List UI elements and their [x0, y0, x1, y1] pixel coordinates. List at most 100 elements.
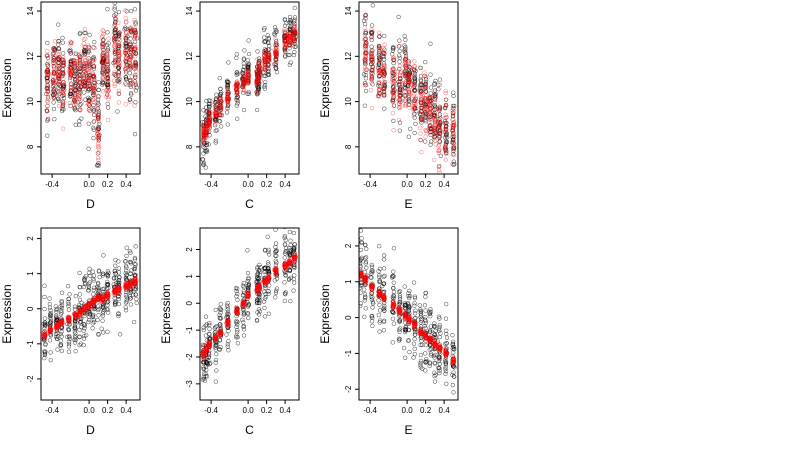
observed-point — [413, 121, 418, 127]
fitted-point — [256, 61, 261, 66]
fitted-point — [207, 109, 212, 114]
fitted-point — [116, 32, 121, 37]
observed-point — [73, 122, 78, 127]
observed-point — [359, 260, 363, 266]
fitted-point — [129, 74, 134, 79]
observed-point — [397, 327, 402, 332]
observed-point — [207, 336, 212, 341]
fitted-point — [200, 138, 205, 143]
fitted-point — [115, 290, 121, 296]
fitted-point — [132, 47, 137, 52]
fitted-point — [291, 43, 296, 48]
fitted-point — [73, 69, 78, 75]
observed-point — [246, 51, 252, 57]
observed-point — [86, 284, 91, 289]
observed-point — [428, 91, 433, 96]
fitted-point — [423, 88, 428, 94]
observed-point — [105, 58, 110, 63]
observed-point — [105, 30, 110, 35]
fitted-point — [116, 50, 121, 56]
fitted-point — [437, 170, 442, 174]
fitted-point — [96, 138, 101, 143]
fitted-point — [273, 37, 278, 42]
fitted-point — [92, 85, 97, 90]
observed-point — [47, 315, 52, 320]
observed-point — [213, 343, 219, 348]
y-tick-label: 1 — [185, 274, 194, 279]
observed-point — [391, 57, 396, 62]
observed-point — [90, 313, 96, 319]
fitted-point — [240, 87, 246, 92]
observed-point — [95, 151, 101, 156]
observed-point — [381, 319, 387, 324]
observed-point — [282, 23, 288, 28]
fitted-point — [91, 120, 96, 125]
observed-point — [256, 300, 261, 306]
observed-point — [131, 319, 137, 325]
fitted-point — [52, 45, 57, 51]
fitted-point — [242, 300, 247, 306]
fitted-point — [256, 58, 262, 64]
fitted-point — [106, 49, 111, 54]
fitted-point — [112, 83, 117, 88]
fitted-point — [218, 331, 224, 336]
observed-point — [42, 352, 47, 358]
fitted-point — [46, 73, 51, 78]
fitted-point — [113, 45, 118, 51]
fitted-point — [411, 85, 416, 91]
fitted-point — [96, 158, 101, 163]
observed-point — [432, 81, 437, 86]
fitted-point — [443, 157, 448, 162]
observed-point — [376, 74, 382, 79]
fitted-point — [68, 65, 73, 71]
fitted-point — [95, 126, 101, 131]
fitted-point — [412, 73, 417, 78]
fitted-point — [91, 63, 97, 69]
observed-point — [381, 328, 387, 333]
x-axis-label: C — [245, 197, 254, 211]
fitted-point — [123, 55, 128, 60]
observed-point — [42, 316, 48, 321]
observed-point — [437, 139, 443, 144]
observed-point — [241, 281, 246, 286]
observed-point — [235, 291, 240, 296]
fitted-point — [124, 82, 129, 87]
fitted-point — [96, 117, 101, 122]
observed-point — [100, 76, 105, 81]
observed-point — [203, 165, 208, 170]
observed-point — [283, 237, 288, 243]
observed-point — [391, 280, 396, 285]
fitted-point — [44, 86, 50, 92]
fitted-point — [212, 101, 217, 106]
fitted-point — [113, 57, 118, 62]
observed-point — [217, 76, 222, 81]
fitted-point — [427, 114, 433, 119]
fitted-point — [55, 60, 61, 66]
fitted-point — [124, 68, 129, 74]
observed-point — [370, 3, 375, 8]
observed-point — [288, 299, 293, 304]
observed-point — [77, 103, 82, 108]
fitted-point — [369, 48, 374, 53]
fitted-point — [262, 66, 267, 72]
observed-point — [66, 307, 72, 312]
fitted-point — [234, 97, 239, 102]
fitted-point — [132, 35, 138, 40]
observed-point — [51, 100, 56, 105]
observed-point — [241, 324, 246, 330]
observed-point — [451, 148, 456, 153]
observed-point — [428, 142, 433, 147]
fitted-point — [60, 80, 66, 85]
fitted-point — [111, 37, 117, 43]
observed-point — [282, 228, 287, 230]
observed-point — [132, 79, 138, 84]
observed-point — [73, 349, 78, 354]
observed-point — [246, 275, 251, 281]
observed-point — [95, 280, 101, 286]
observed-point — [111, 275, 117, 280]
fitted-point — [391, 90, 396, 95]
fitted-point — [60, 99, 66, 104]
fitted-point — [444, 151, 449, 156]
fitted-point — [427, 107, 432, 113]
fitted-point — [423, 75, 429, 80]
